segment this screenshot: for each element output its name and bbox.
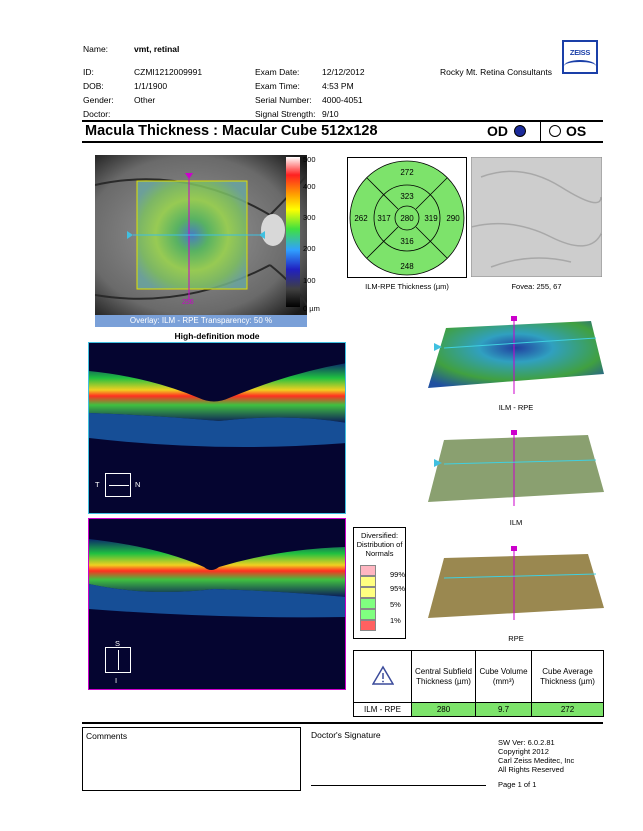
row-label: ILM - RPE — [353, 702, 412, 717]
value-cube-average: 272 — [531, 702, 604, 717]
etdrs-outer-superior: 272 — [400, 168, 414, 177]
scale-label-300: 300 — [303, 213, 316, 222]
bscan-title: High-definition mode — [174, 331, 260, 341]
etdrs-outer-inferior: 248 — [400, 262, 414, 271]
legend-5: 5% — [390, 600, 401, 609]
scale-label-200: 200 — [303, 244, 316, 253]
orient-s: S — [115, 639, 121, 648]
legend-95: 95% — [390, 584, 406, 593]
od-label: OD — [487, 123, 508, 139]
etdrs-center: 280 — [400, 214, 414, 223]
scale-label-100: 100 — [303, 276, 316, 285]
etdrs-outer-temporal: 262 — [354, 214, 368, 223]
orient-n: N — [135, 480, 141, 489]
value-central-subfield: 280 — [411, 702, 476, 717]
surface-label-ilm-rpe: ILM - RPE — [498, 403, 534, 412]
serial-label: Serial Number: — [255, 95, 312, 105]
rights: All Rights Reserved — [498, 765, 564, 774]
exam-date: 12/12/2012 — [322, 67, 365, 77]
orient-t: T — [95, 480, 100, 489]
orient-i: I — [115, 676, 118, 685]
overlay-caption: Overlay: ILM - RPE Transparency: 50 % — [95, 315, 307, 327]
comments-label: Comments — [86, 731, 128, 741]
surface-label-rpe: RPE — [508, 634, 524, 643]
patient-dob: 1/1/1900 — [134, 81, 168, 91]
legend-title: Diversified: Distribution of Normals — [356, 531, 403, 558]
gender-label: Gender: — [83, 95, 114, 105]
etdrs-frame — [347, 157, 467, 278]
zeiss-logo: ZEISS — [562, 40, 598, 74]
signature-label: Doctor's Signature — [311, 730, 381, 740]
surface-label-ilm: ILM — [509, 518, 523, 527]
warning-icon — [371, 665, 394, 685]
warning-cell — [353, 650, 412, 703]
sw-version: SW Ver: 6.0.2.81 — [498, 738, 555, 747]
etdrs-inner-temporal: 317 — [377, 214, 391, 223]
exam-time-label: Exam Time: — [255, 81, 300, 91]
doctor-label: Doctor: — [83, 109, 111, 119]
surface-ilm-rpe — [428, 316, 604, 394]
scale-label-400: 400 — [303, 182, 316, 191]
scale-label-0: 0 µm — [303, 304, 320, 313]
clinic-name: Rocky Mt. Retina Consultants — [440, 67, 552, 77]
os-radio[interactable] — [549, 125, 561, 137]
os-label: OS — [566, 123, 587, 139]
copyright: Copyright 2012 — [498, 747, 549, 756]
scale-label-500: 500 — [303, 155, 316, 164]
patient-gender: Other — [134, 95, 156, 105]
report-title: Macula Thickness : Macular Cube 512x128 — [85, 123, 378, 139]
page-number: Page 1 of 1 — [498, 780, 537, 789]
patient-name: vmt, retinal — [134, 44, 180, 54]
surface-ilm — [428, 430, 604, 506]
header-central-subfield: Central Subfield Thickness (µm) — [411, 650, 476, 703]
value-cube-volume: 9.7 — [475, 702, 532, 717]
serial-number: 4000-4051 — [322, 95, 363, 105]
etdrs-inner-superior: 323 — [400, 192, 414, 201]
fovea-caption: Fovea: 255, 67 — [511, 282, 562, 291]
thickness-color-scale — [286, 157, 300, 307]
legend-99: 99% — [390, 570, 406, 579]
etdrs-caption: ILM-RPE Thickness (µm) — [365, 282, 449, 291]
od-radio[interactable] — [514, 125, 526, 137]
exam-date-label: Exam Date: — [255, 67, 300, 77]
fovea-slo-image — [471, 157, 602, 277]
header-cube-average: Cube Average Thickness (µm) — [531, 650, 604, 703]
etdrs-grid: 280 323 319 316 317 272 290 248 262 — [349, 160, 465, 276]
etdrs-outer-nasal: 290 — [446, 214, 460, 223]
header-cube-volume: Cube Volume (mm³) — [475, 650, 532, 703]
id-label: ID: — [83, 67, 94, 77]
comments-box[interactable]: Comments — [82, 727, 301, 791]
exam-time: 4:53 PM — [322, 81, 354, 91]
surface-rpe — [428, 546, 604, 620]
legend-1: 1% — [390, 616, 401, 625]
signal-strength: 9/10 — [322, 109, 339, 119]
dob-label: DOB: — [83, 81, 104, 91]
signal-label: Signal Strength: — [255, 109, 316, 119]
summary-table: Central Subfield Thickness (µm) Cube Vol… — [353, 650, 604, 717]
bscan-vertical: S I — [88, 518, 346, 690]
slice-bottom: 256 — [182, 299, 194, 306]
patient-id: CZMI1212009991 — [134, 67, 203, 77]
etdrs-inner-inferior: 316 — [400, 237, 414, 246]
normals-legend: Diversified: Distribution of Normals 99%… — [353, 527, 406, 639]
name-label: Name: — [83, 44, 109, 54]
fundus-thickness-map: 256 — [95, 155, 307, 315]
bscan-horizontal: T N — [88, 342, 346, 514]
etdrs-inner-nasal: 319 — [424, 214, 438, 223]
company: Carl Zeiss Meditec, Inc — [498, 756, 575, 765]
